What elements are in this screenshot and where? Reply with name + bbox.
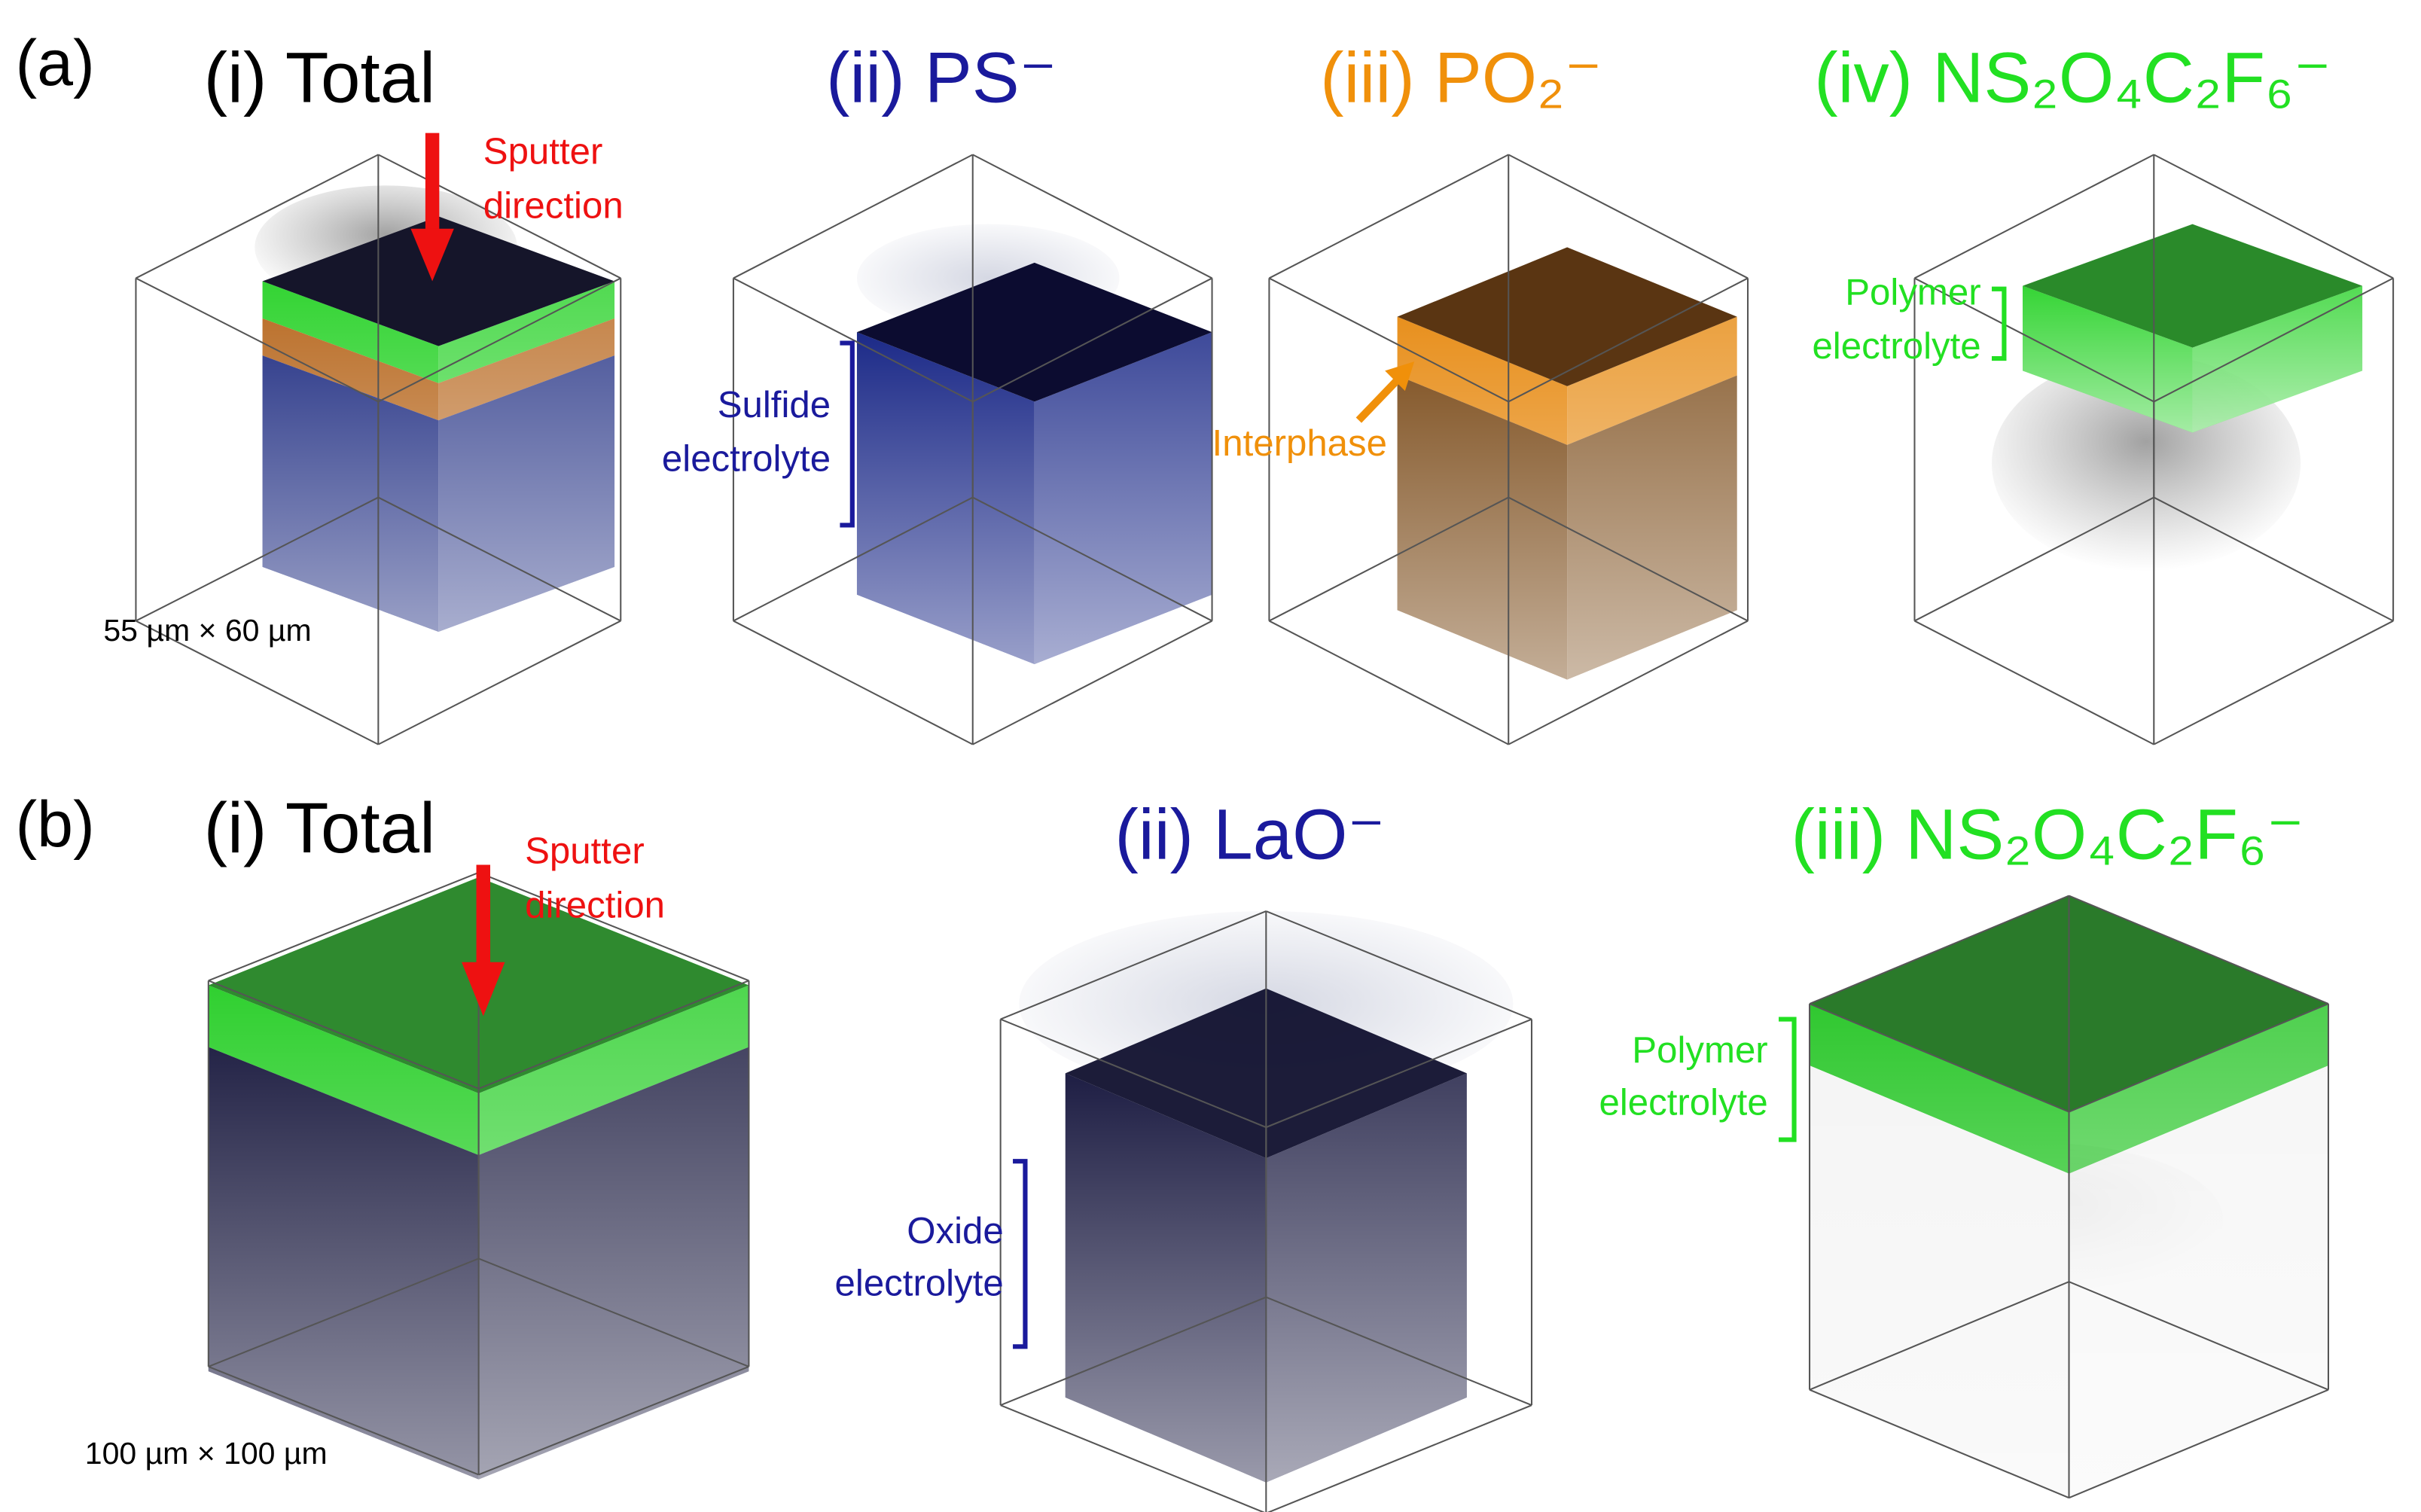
annotation: Polymer [1632, 1029, 1767, 1071]
annotation: Polymer [1845, 271, 1980, 312]
cube-edge [2069, 1003, 2329, 1113]
cube-edge [478, 871, 749, 982]
annotation: electrolyte [1599, 1082, 1768, 1123]
cube-edge [377, 277, 621, 403]
block-fade [856, 332, 1212, 665]
cube-renderings [135, 154, 2395, 1512]
block-fade [1397, 316, 1737, 680]
cube-edge [208, 871, 479, 982]
cube-edge [1914, 620, 2154, 745]
cube-edge [2153, 620, 2394, 745]
bracket [840, 340, 855, 528]
subpanel-title: (i) Total [204, 38, 435, 117]
block-fade [262, 281, 615, 632]
subpanel-title: (i) Total [204, 788, 435, 867]
subpanel-title: (iii) NS₂O₄C₂F₆⁻ [1791, 794, 2304, 873]
cube-edge [1265, 910, 1532, 1020]
annotation: Interphase [1212, 422, 1387, 464]
cube-edge [135, 277, 379, 403]
cube-edge [2153, 277, 2394, 403]
cube-edge [1265, 1296, 1532, 1407]
sputter-label: direction [483, 184, 624, 226]
panel-label: (b) [16, 788, 95, 861]
cube-edge [972, 620, 1213, 745]
cube-edge [1809, 1003, 2069, 1113]
cube-edge [733, 620, 974, 745]
subpanel-title: (ii) LaO⁻ [1114, 794, 1385, 873]
subpanel-title: (iv) NS₂O₄C₂F₆⁻ [1814, 38, 2331, 117]
sputter-label: direction [525, 884, 665, 925]
cube-edge [377, 620, 621, 745]
cube-edge [135, 154, 379, 279]
scale-label: 55 µm × 60 µm [103, 613, 311, 648]
annotation: Oxide [907, 1210, 1004, 1251]
cube-edge [1508, 620, 1749, 745]
cube-edge [2153, 154, 2394, 279]
cube-edge [1268, 277, 1509, 403]
cube-edge [1508, 496, 1749, 622]
cube-edge [208, 980, 479, 1090]
cube-edge [1914, 277, 2154, 403]
cube-edge [2069, 1281, 2329, 1391]
cube-edge [1809, 895, 2069, 1005]
cube-edge [1268, 154, 1509, 279]
cube-edge [208, 1257, 479, 1367]
panel-label: (a) [16, 27, 95, 99]
cube-edge [733, 277, 974, 403]
cube-edge [733, 154, 974, 279]
cube-edge [208, 1365, 479, 1476]
cube-edge [1508, 154, 1749, 279]
subpanel-title: (ii) PS⁻ [826, 38, 1057, 117]
cube-edge [1809, 1281, 2069, 1391]
cube-edge [1508, 277, 1749, 403]
annotation: electrolyte [662, 438, 831, 480]
sputter-label: Sputter [483, 131, 603, 172]
cube-edge [2069, 1389, 2329, 1499]
cube-edge [1809, 1389, 2069, 1499]
cube-edge [377, 496, 621, 622]
cube-edge [1000, 1404, 1265, 1512]
cube-edge [972, 154, 1213, 279]
bracket [1779, 1017, 1797, 1142]
cube-edge [135, 496, 379, 622]
cube-edge [1267, 1404, 1532, 1512]
block-fade [2023, 285, 2363, 433]
annotation: Sulfide [718, 384, 831, 425]
cube-edge [135, 620, 379, 745]
cube-edge [972, 277, 1213, 403]
cube-edge [2153, 496, 2394, 622]
cube-edge [733, 496, 974, 622]
sputter-arrow-head [462, 962, 505, 1017]
cube-edge [1000, 910, 1267, 1020]
cube-edge [1914, 496, 2154, 622]
cube-edge [478, 980, 749, 1090]
arrow [1355, 377, 1401, 423]
cube-edge [1000, 1018, 1267, 1129]
cube-edge [1268, 620, 1509, 745]
sputter-label: Sputter [525, 831, 645, 872]
scale-label: 100 µm × 100 µm [85, 1436, 328, 1471]
subpanel-title: (iii) PO₂⁻ [1320, 38, 1602, 117]
sputter-arrow-head [410, 228, 454, 282]
cube-edge [2069, 895, 2329, 1005]
cube-edge [1265, 1018, 1532, 1129]
annotation: electrolyte [835, 1263, 1004, 1304]
bracket [1991, 286, 2007, 361]
arrow-head [1385, 361, 1415, 392]
cube-edge [478, 1257, 749, 1367]
cube-edge [1914, 154, 2154, 279]
cube-edge [1000, 1296, 1267, 1407]
cube-edge [478, 1365, 749, 1476]
cube-edge [1268, 496, 1509, 622]
cube-edge [972, 496, 1213, 622]
annotation: electrolyte [1812, 325, 1980, 367]
cube-edge [377, 154, 621, 279]
bracket [1013, 1159, 1028, 1349]
